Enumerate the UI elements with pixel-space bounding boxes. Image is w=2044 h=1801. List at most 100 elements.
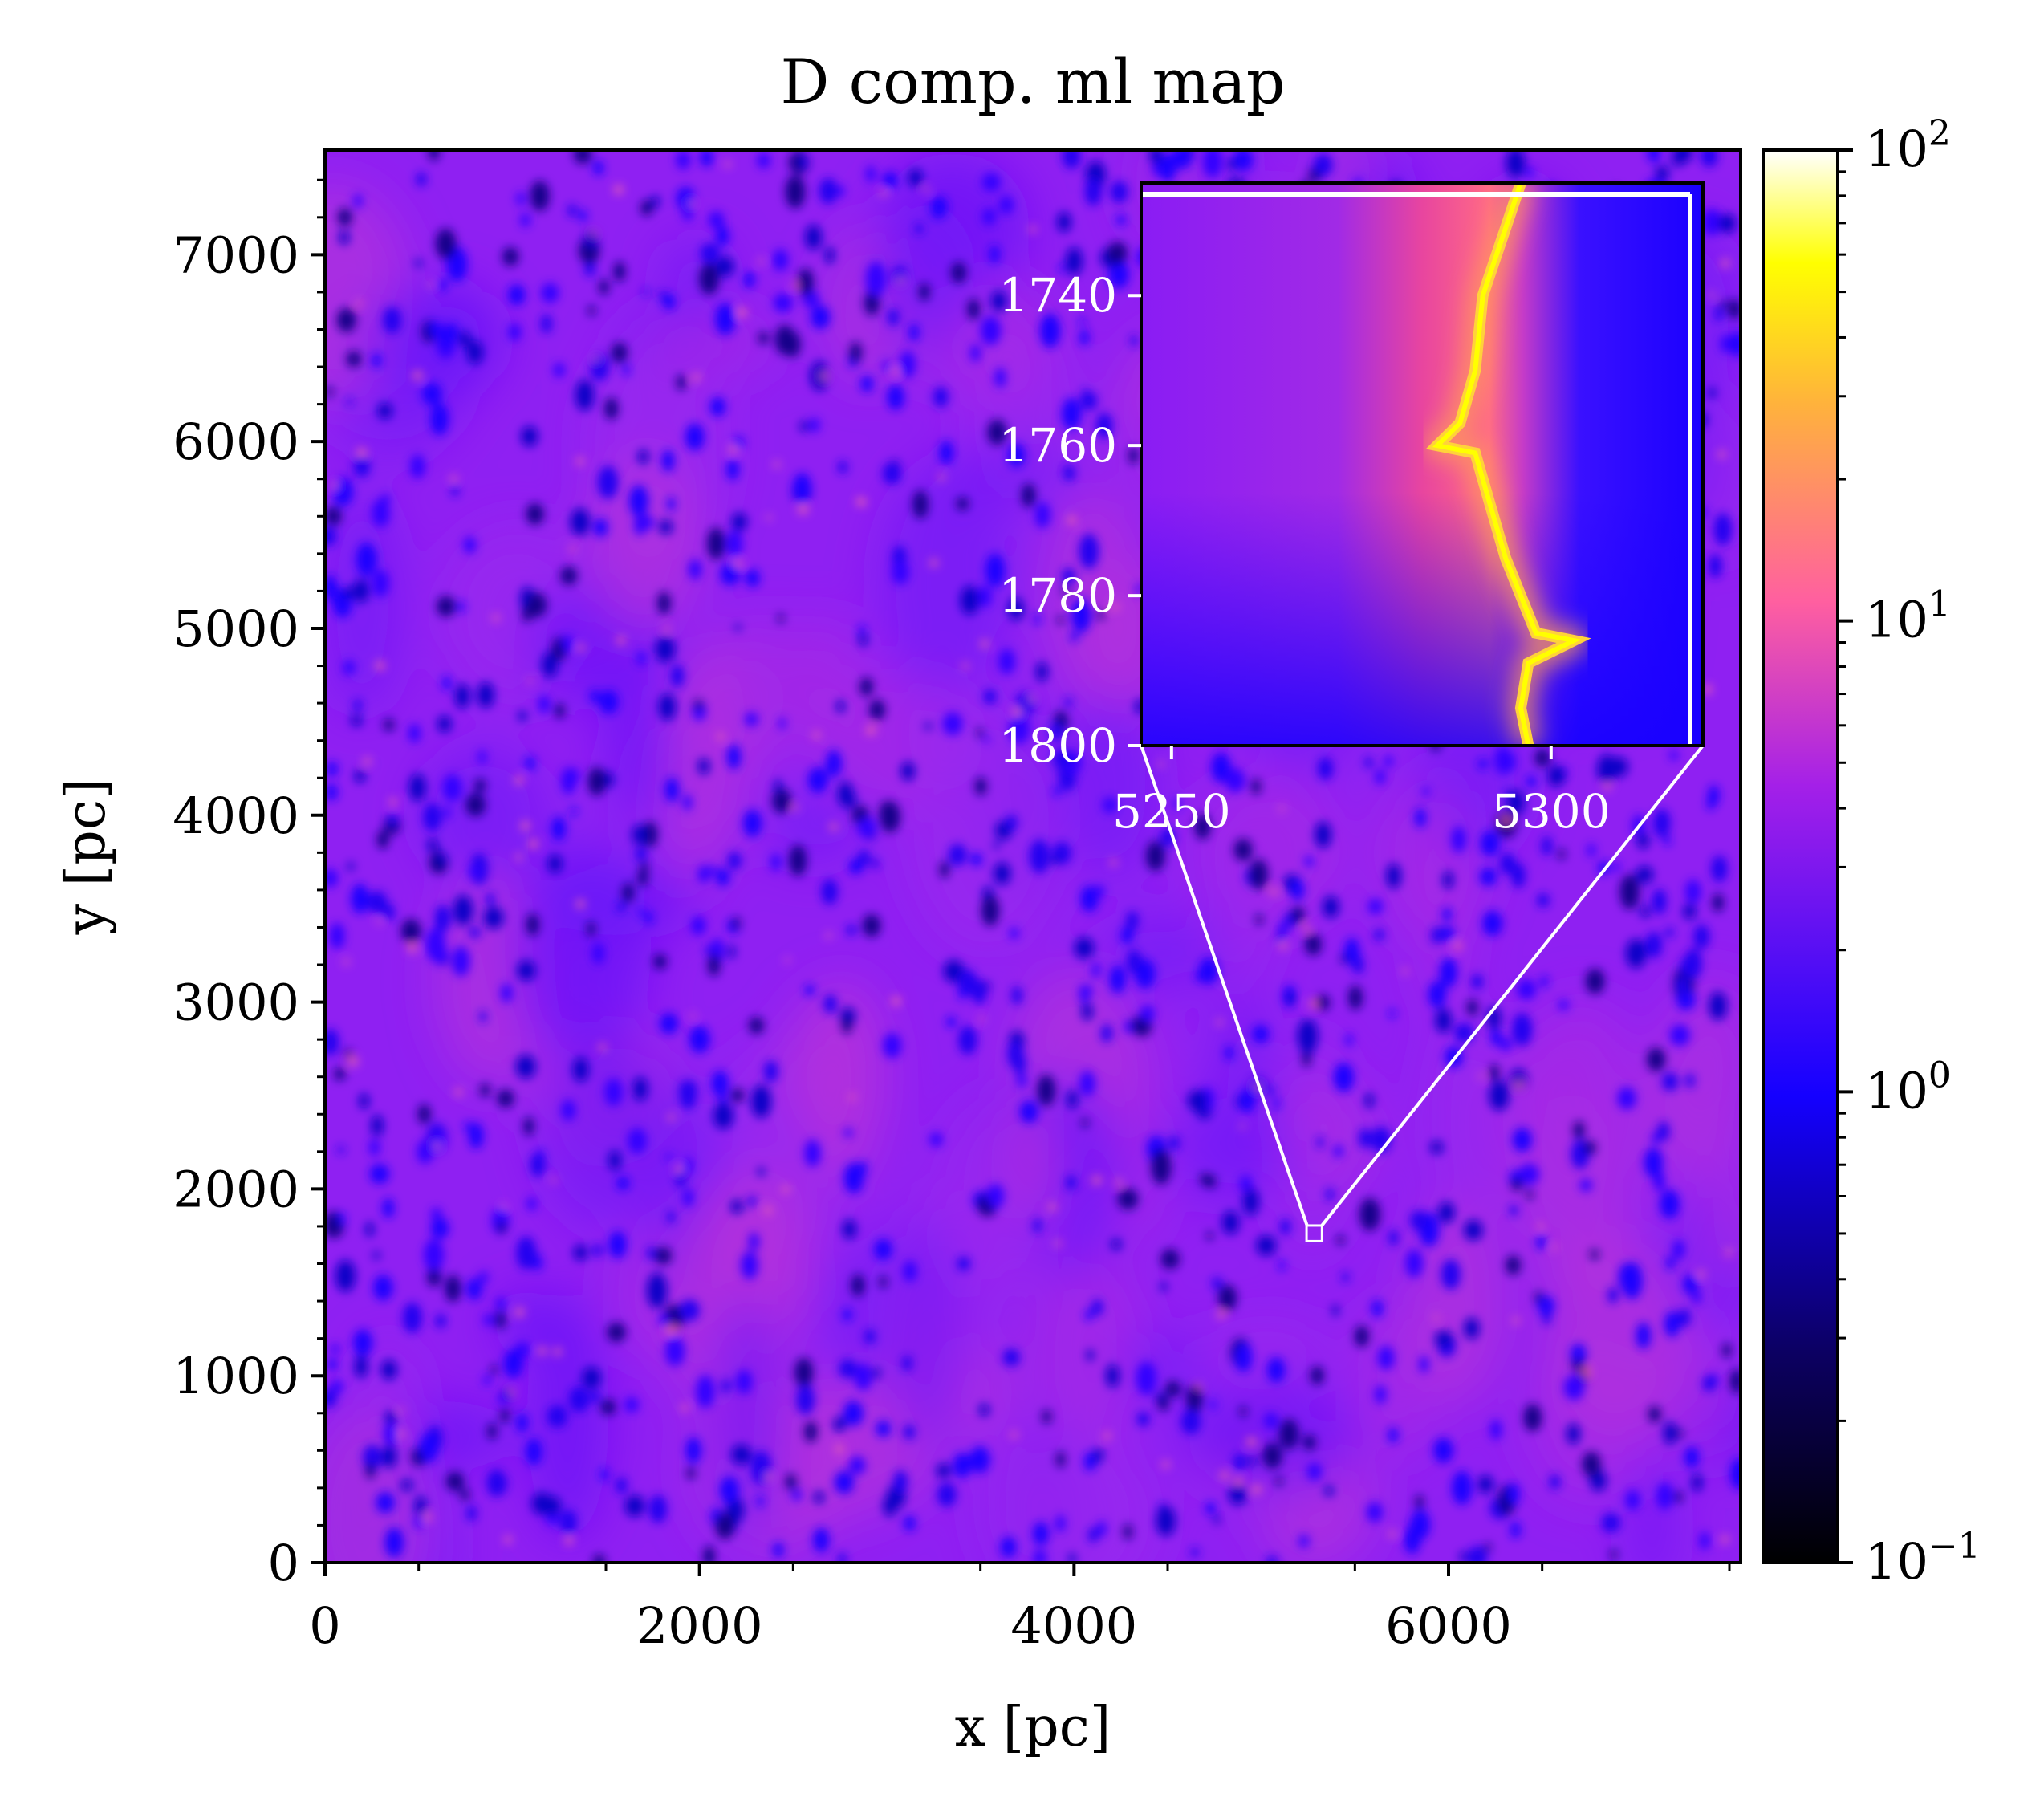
heatmap-spot xyxy=(495,1311,506,1329)
heatmap-spot xyxy=(1489,1080,1510,1111)
heatmap-spot xyxy=(1708,554,1722,579)
heatmap-spot xyxy=(1266,1555,1278,1563)
inset-ridge xyxy=(1141,183,1692,746)
heatmap-hot-spot xyxy=(1240,1124,1245,1129)
heatmap-spot xyxy=(1479,868,1497,886)
heatmap-hot-spot xyxy=(1279,941,1287,950)
heatmap-spot xyxy=(419,1433,439,1463)
inset-y-tick-label: 1780 xyxy=(998,568,1117,623)
heatmap-spot xyxy=(713,1102,734,1129)
heatmap-spot xyxy=(670,664,685,688)
heatmap-spot xyxy=(734,624,742,631)
inset-frame xyxy=(1140,181,1705,747)
heatmap-spot xyxy=(1464,1317,1480,1340)
heatmap-spot xyxy=(693,699,703,709)
heatmap-spot xyxy=(1405,1249,1424,1278)
heatmap-spot xyxy=(500,1409,510,1423)
heatmap-spot xyxy=(1211,752,1231,783)
heatmap-hot-spot xyxy=(433,1142,441,1150)
heatmap-spot xyxy=(589,689,600,703)
heatmap-spot xyxy=(987,419,1007,445)
heatmap-spot xyxy=(325,386,334,397)
heatmap-spot xyxy=(1211,1277,1223,1290)
heatmap-spot xyxy=(575,380,595,411)
heatmap-blob xyxy=(536,1039,677,1230)
heatmap-spot xyxy=(882,1032,902,1059)
heatmap-spot xyxy=(441,676,452,691)
heatmap-spot xyxy=(756,1495,764,1507)
heatmap-spot xyxy=(1414,807,1426,828)
heatmap-spot xyxy=(454,684,470,709)
heatmap-spot xyxy=(1233,1453,1246,1472)
heatmap-hot-spot xyxy=(1478,1073,1484,1079)
heatmap-spot xyxy=(1304,856,1315,868)
heatmap-spot xyxy=(791,1489,803,1502)
heatmap-spot xyxy=(967,299,981,320)
heatmap-spot xyxy=(1065,246,1083,275)
heatmap-spot xyxy=(1079,534,1099,569)
heatmap-spot xyxy=(1542,1314,1551,1325)
heatmap-blob xyxy=(366,280,504,402)
heatmap-spot xyxy=(1579,1178,1592,1192)
heatmap-spot xyxy=(819,177,838,205)
heatmap-hot-spot xyxy=(866,726,876,735)
heatmap-hot-spot xyxy=(348,1056,358,1067)
heatmap-hot-spot xyxy=(724,161,731,168)
heatmap-spot xyxy=(805,225,823,250)
heatmap-spot xyxy=(1518,1163,1539,1185)
heatmap-spot xyxy=(343,660,356,676)
heatmap-spot xyxy=(517,960,536,981)
heatmap-spot xyxy=(1057,212,1071,233)
heatmap-spot xyxy=(647,1272,668,1309)
heatmap-spot xyxy=(1325,1188,1335,1201)
y-axis-label: y [pc] xyxy=(55,779,118,936)
heatmap-hot-spot xyxy=(1158,761,1164,767)
heatmap-spot xyxy=(810,305,831,329)
heatmap-hot-spot xyxy=(599,1043,607,1051)
heatmap-spot xyxy=(640,200,653,216)
heatmap-spot xyxy=(1108,260,1129,289)
heatmap-spot xyxy=(600,1399,616,1415)
heatmap-hot-spot xyxy=(1697,1270,1705,1279)
y-tick-label: 7000 xyxy=(173,226,299,284)
heatmap-spot xyxy=(930,196,948,218)
heatmap-spot xyxy=(1692,1289,1701,1305)
heatmap-hot-spot xyxy=(1111,604,1119,611)
heatmap-spot xyxy=(837,185,845,197)
heatmap-hot-spot xyxy=(1537,1223,1544,1230)
heatmap-spot xyxy=(745,569,760,587)
heatmap-spot xyxy=(500,983,513,1003)
y-tick-label: 1000 xyxy=(173,1347,299,1405)
heatmap-hot-spot xyxy=(514,775,524,785)
heatmap-spot xyxy=(1375,769,1386,785)
heatmap-spot xyxy=(726,530,743,558)
heatmap-spot xyxy=(1489,1419,1502,1441)
heatmap-spot xyxy=(1364,756,1373,768)
heatmap-spot xyxy=(421,382,442,405)
heatmap-spot xyxy=(772,249,789,271)
heatmap-spot xyxy=(527,592,547,618)
heatmap-spot xyxy=(658,1313,670,1327)
heatmap-spot xyxy=(593,518,608,537)
heatmap-spot xyxy=(376,402,393,420)
heatmap-hot-spot xyxy=(1453,941,1462,950)
heatmap-spot xyxy=(891,559,909,585)
heatmap-spot xyxy=(388,813,398,827)
heatmap-spot xyxy=(707,527,725,560)
heatmap-spot xyxy=(444,806,451,819)
heatmap-spot xyxy=(435,228,457,259)
heatmap-spot xyxy=(730,1199,743,1214)
heatmap-spot xyxy=(879,1275,888,1288)
heatmap-spot xyxy=(1729,1368,1741,1394)
heatmap-spot xyxy=(582,1367,602,1389)
heatmap-spot xyxy=(1656,1482,1673,1510)
heatmap-spot xyxy=(1504,788,1511,798)
heatmap-spot xyxy=(339,230,350,245)
heatmap-spot xyxy=(1224,1045,1234,1060)
heatmap-hot-spot xyxy=(979,1016,985,1022)
heatmap-spot xyxy=(1213,1515,1221,1524)
heatmap-hot-spot xyxy=(729,445,738,454)
heatmap-spot xyxy=(1619,874,1640,910)
heatmap-hot-spot xyxy=(764,1206,772,1214)
heatmap-spot xyxy=(842,1016,852,1035)
